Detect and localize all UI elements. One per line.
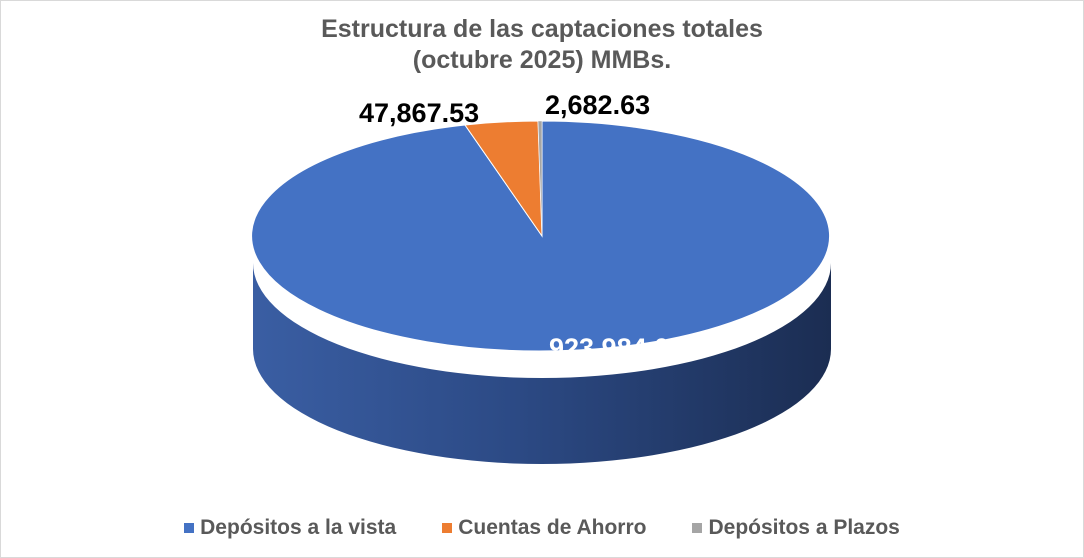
chart-legend: Depósitos a la vista Cuentas de Ahorro D…: [0, 516, 1084, 540]
legend-label: Depósitos a la vista: [200, 516, 397, 539]
pie-slice-depositos-plazos[interactable]: [537, 120, 543, 237]
title-line-1: Estructura de las captaciones totales: [321, 15, 763, 43]
legend-item-cuentas-ahorro[interactable]: Cuentas de Ahorro: [442, 516, 646, 540]
pie-slice-depositos-vista[interactable]: [251, 120, 831, 352]
title-line-2: (octubre 2025) MMBs.: [412, 46, 672, 74]
data-label-depositos-plazos: 2,682.63: [545, 90, 651, 120]
legend-swatch-icon: [442, 523, 453, 533]
data-label-cuentas-ahorro: 47,867.53: [359, 98, 480, 128]
legend-swatch-icon: [692, 523, 703, 533]
chart-title: Estructura de las captaciones totales (o…: [0, 14, 1084, 76]
legend-label: Depósitos a Plazos: [708, 516, 900, 539]
legend-swatch-icon: [184, 523, 195, 533]
legend-item-depositos-vista[interactable]: Depósitos a la vista: [184, 516, 396, 540]
data-label-depositos-vista: 923,984.00: [549, 333, 685, 363]
pie-side-wall: [253, 263, 831, 464]
legend-item-depositos-plazos[interactable]: Depósitos a Plazos: [692, 516, 900, 540]
legend-label: Cuentas de Ahorro: [458, 516, 647, 539]
